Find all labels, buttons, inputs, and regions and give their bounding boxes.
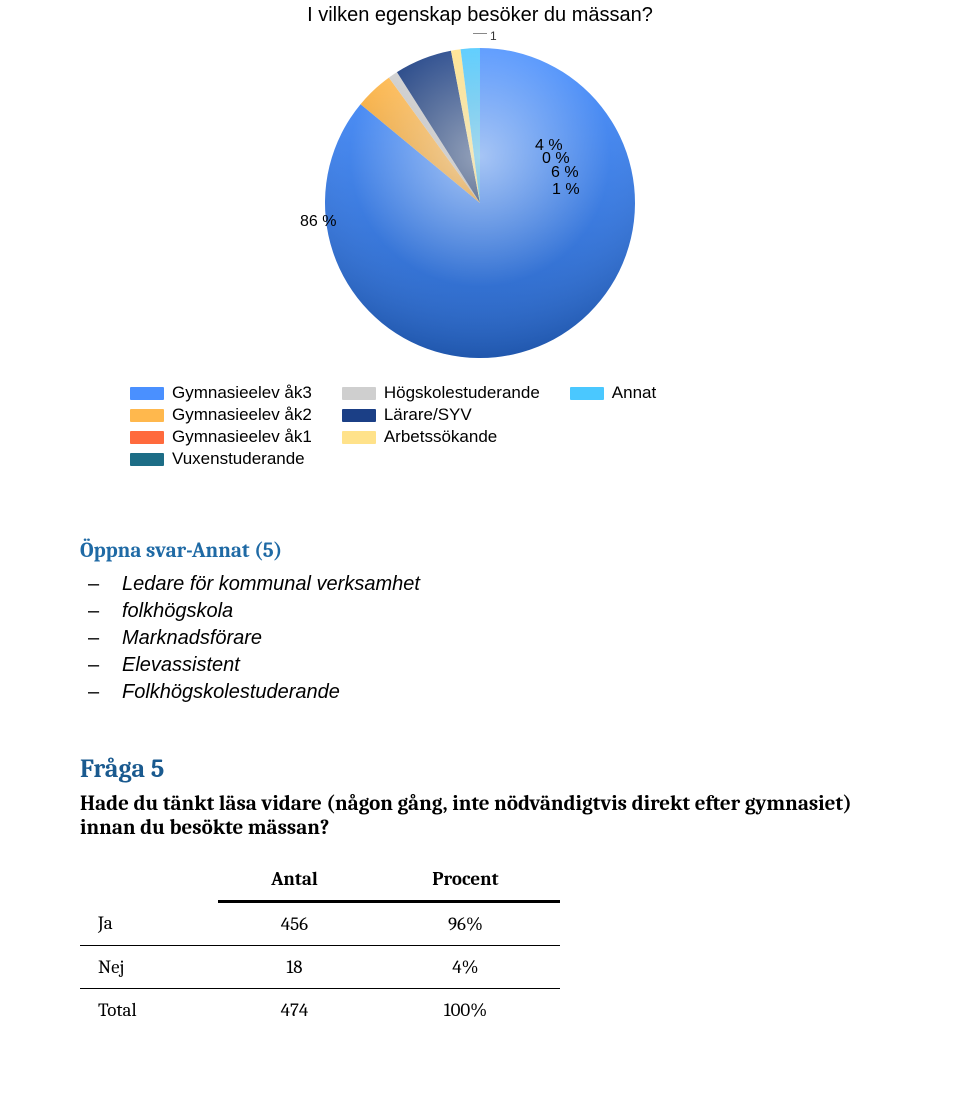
- open-answer-item: Folkhögskolestuderande: [80, 679, 880, 706]
- table-row: Total474100%: [80, 989, 560, 1032]
- legend-label: Gymnasieelev åk1: [172, 427, 312, 447]
- legend-label: Arbetssökande: [384, 427, 497, 447]
- open-answer-item: folkhögskola: [80, 598, 880, 625]
- table-cell: 100%: [371, 989, 560, 1032]
- legend-item-annat: Annat: [570, 383, 656, 403]
- open-answers-list: Ledare för kommunal verksamhetfolkhögsko…: [80, 571, 880, 706]
- legend-swatch: [130, 431, 164, 444]
- chart-legend: Gymnasieelev åk3Gymnasieelev åk2Gymnasie…: [130, 383, 830, 469]
- table-cell: 96%: [371, 902, 560, 946]
- table-cell: 18: [218, 946, 371, 989]
- table-row: Ja45696%: [80, 902, 560, 946]
- pie-svg: [130, 33, 830, 373]
- open-answers-title: Öppna svar-Annat (5): [80, 539, 880, 563]
- legend-swatch: [130, 453, 164, 466]
- table-header: Antal: [218, 858, 371, 902]
- question-block: Fråga 5 Hade du tänkt läsa vidare (någon…: [80, 754, 880, 1031]
- legend-swatch: [130, 409, 164, 422]
- table-cell: Ja: [80, 902, 218, 946]
- legend-label: Lärare/SYV: [384, 405, 472, 425]
- pie-chart: 1 86 %4 %0 %6 %1 %: [130, 33, 830, 373]
- open-answers-section: Öppna svar-Annat (5) Ledare för kommunal…: [80, 539, 880, 706]
- data-table: AntalProcent Ja45696%Nej184%Total474100%: [80, 858, 560, 1031]
- legend-label: Annat: [612, 383, 656, 403]
- legend-swatch: [570, 387, 604, 400]
- legend-label: Högskolestuderande: [384, 383, 540, 403]
- legend-item-vuxen: Vuxenstuderande: [130, 449, 312, 469]
- table-cell: 4%: [371, 946, 560, 989]
- legend-item-larare: Lärare/SYV: [342, 405, 540, 425]
- legend-label: Vuxenstuderande: [172, 449, 305, 469]
- table-cell: 474: [218, 989, 371, 1032]
- chart-title: I vilken egenskap besöker du mässan?: [80, 4, 880, 27]
- legend-item-arbets: Arbetssökande: [342, 427, 540, 447]
- pie-label-gymn3: 86 %: [300, 213, 336, 231]
- axis-tick: 1: [490, 29, 497, 43]
- pie-label-larare: 6 %: [551, 164, 579, 182]
- table-header: Procent: [371, 858, 560, 902]
- question-number: Fråga 5: [80, 754, 880, 784]
- question-text: Hade du tänkt läsa vidare (någon gång, i…: [80, 792, 880, 840]
- legend-item-gymn2: Gymnasieelev åk2: [130, 405, 312, 425]
- open-answer-item: Ledare för kommunal verksamhet: [80, 571, 880, 598]
- pie-label-arbets: 1 %: [552, 181, 580, 199]
- table-cell: Nej: [80, 946, 218, 989]
- legend-item-gymn1: Gymnasieelev åk1: [130, 427, 312, 447]
- open-answer-item: Elevassistent: [80, 652, 880, 679]
- legend-label: Gymnasieelev åk3: [172, 383, 312, 403]
- legend-swatch: [342, 431, 376, 444]
- table-cell: 456: [218, 902, 371, 946]
- legend-swatch: [342, 409, 376, 422]
- table-row: Nej184%: [80, 946, 560, 989]
- open-answer-item: Marknadsförare: [80, 625, 880, 652]
- legend-item-gymn3: Gymnasieelev åk3: [130, 383, 312, 403]
- table-header: [80, 858, 218, 902]
- table-cell: Total: [80, 989, 218, 1032]
- legend-label: Gymnasieelev åk2: [172, 405, 312, 425]
- legend-swatch: [130, 387, 164, 400]
- legend-swatch: [342, 387, 376, 400]
- legend-item-hogsk: Högskolestuderande: [342, 383, 540, 403]
